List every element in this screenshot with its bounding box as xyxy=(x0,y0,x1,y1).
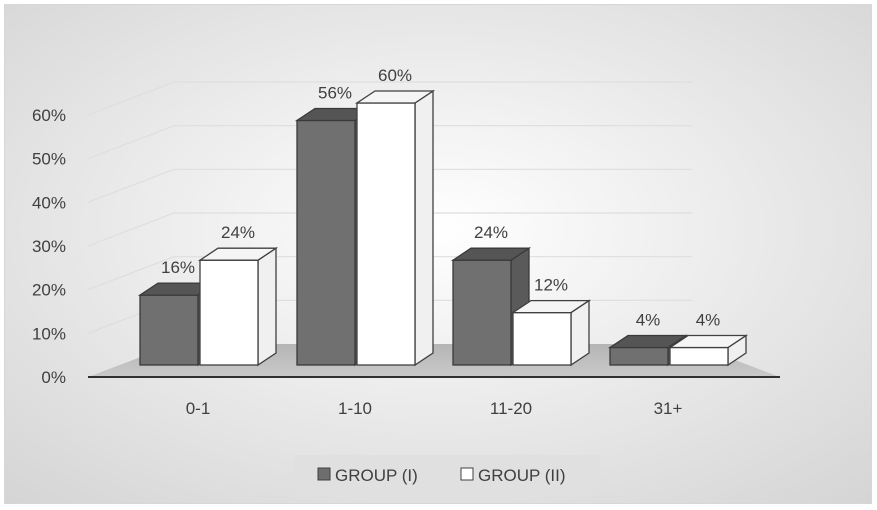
data-labels: 16% 24% 56% 60% 24% 12% 4% 4% xyxy=(161,66,720,330)
y-tick-label: 20% xyxy=(32,281,66,300)
legend-label: GROUP (II) xyxy=(478,466,566,485)
bar-front-face xyxy=(139,294,199,366)
bar-top-face xyxy=(667,334,749,349)
bar-top-face xyxy=(607,334,689,349)
legend-label: GROUP (I) xyxy=(335,466,418,485)
y-tick-label: 40% xyxy=(32,193,66,212)
bar-front-face xyxy=(452,259,512,366)
y-tick-label: 30% xyxy=(32,237,66,256)
bar xyxy=(354,89,436,367)
bar-top-face xyxy=(450,247,532,261)
x-tick-label: 0-1 xyxy=(186,399,211,418)
legend: GROUP (I) GROUP (II) xyxy=(294,455,600,495)
bar-front-face xyxy=(669,346,729,366)
legend-swatch xyxy=(460,467,474,481)
data-label: 60% xyxy=(378,66,412,85)
bar-front-face xyxy=(356,102,416,366)
axes: 0% 10% 20% 30% 40% 50% 60% 0-1 1-10 11-20 31+ xyxy=(32,106,780,418)
legend-box xyxy=(294,455,600,495)
legend-swatch xyxy=(317,467,331,481)
y-tick-label: 0% xyxy=(41,368,66,387)
y-tick-label: 60% xyxy=(32,106,66,125)
data-label: 24% xyxy=(474,223,508,242)
x-tick-label: 1-10 xyxy=(338,399,372,418)
bar xyxy=(510,299,592,367)
bar-top-face xyxy=(197,247,279,261)
y-tick-label: 10% xyxy=(32,324,66,343)
bar-side-face xyxy=(257,246,277,367)
chart-background xyxy=(5,5,871,503)
gridline xyxy=(87,81,692,116)
bar xyxy=(197,246,279,367)
bar-top-face xyxy=(354,90,436,104)
bar-front-face xyxy=(609,346,669,366)
bar-front-face xyxy=(199,259,259,366)
bar xyxy=(667,334,749,367)
bar-front-face xyxy=(296,119,356,366)
bar-top-face xyxy=(510,299,592,314)
gridline xyxy=(87,125,692,160)
data-label: 24% xyxy=(221,223,255,242)
data-label: 56% xyxy=(318,84,352,103)
gridline xyxy=(87,168,692,203)
y-tick-label: 50% xyxy=(32,150,66,169)
bar-side-face xyxy=(414,89,434,367)
data-label: 4% xyxy=(696,311,721,330)
bars xyxy=(137,89,749,367)
gridline xyxy=(87,212,692,247)
x-tick-label: 11-20 xyxy=(490,399,532,418)
x-tick-label: 31+ xyxy=(654,399,683,418)
data-label: 16% xyxy=(161,258,195,277)
data-label: 4% xyxy=(636,311,661,330)
bar-front-face xyxy=(512,311,572,366)
data-label: 12% xyxy=(534,276,568,295)
